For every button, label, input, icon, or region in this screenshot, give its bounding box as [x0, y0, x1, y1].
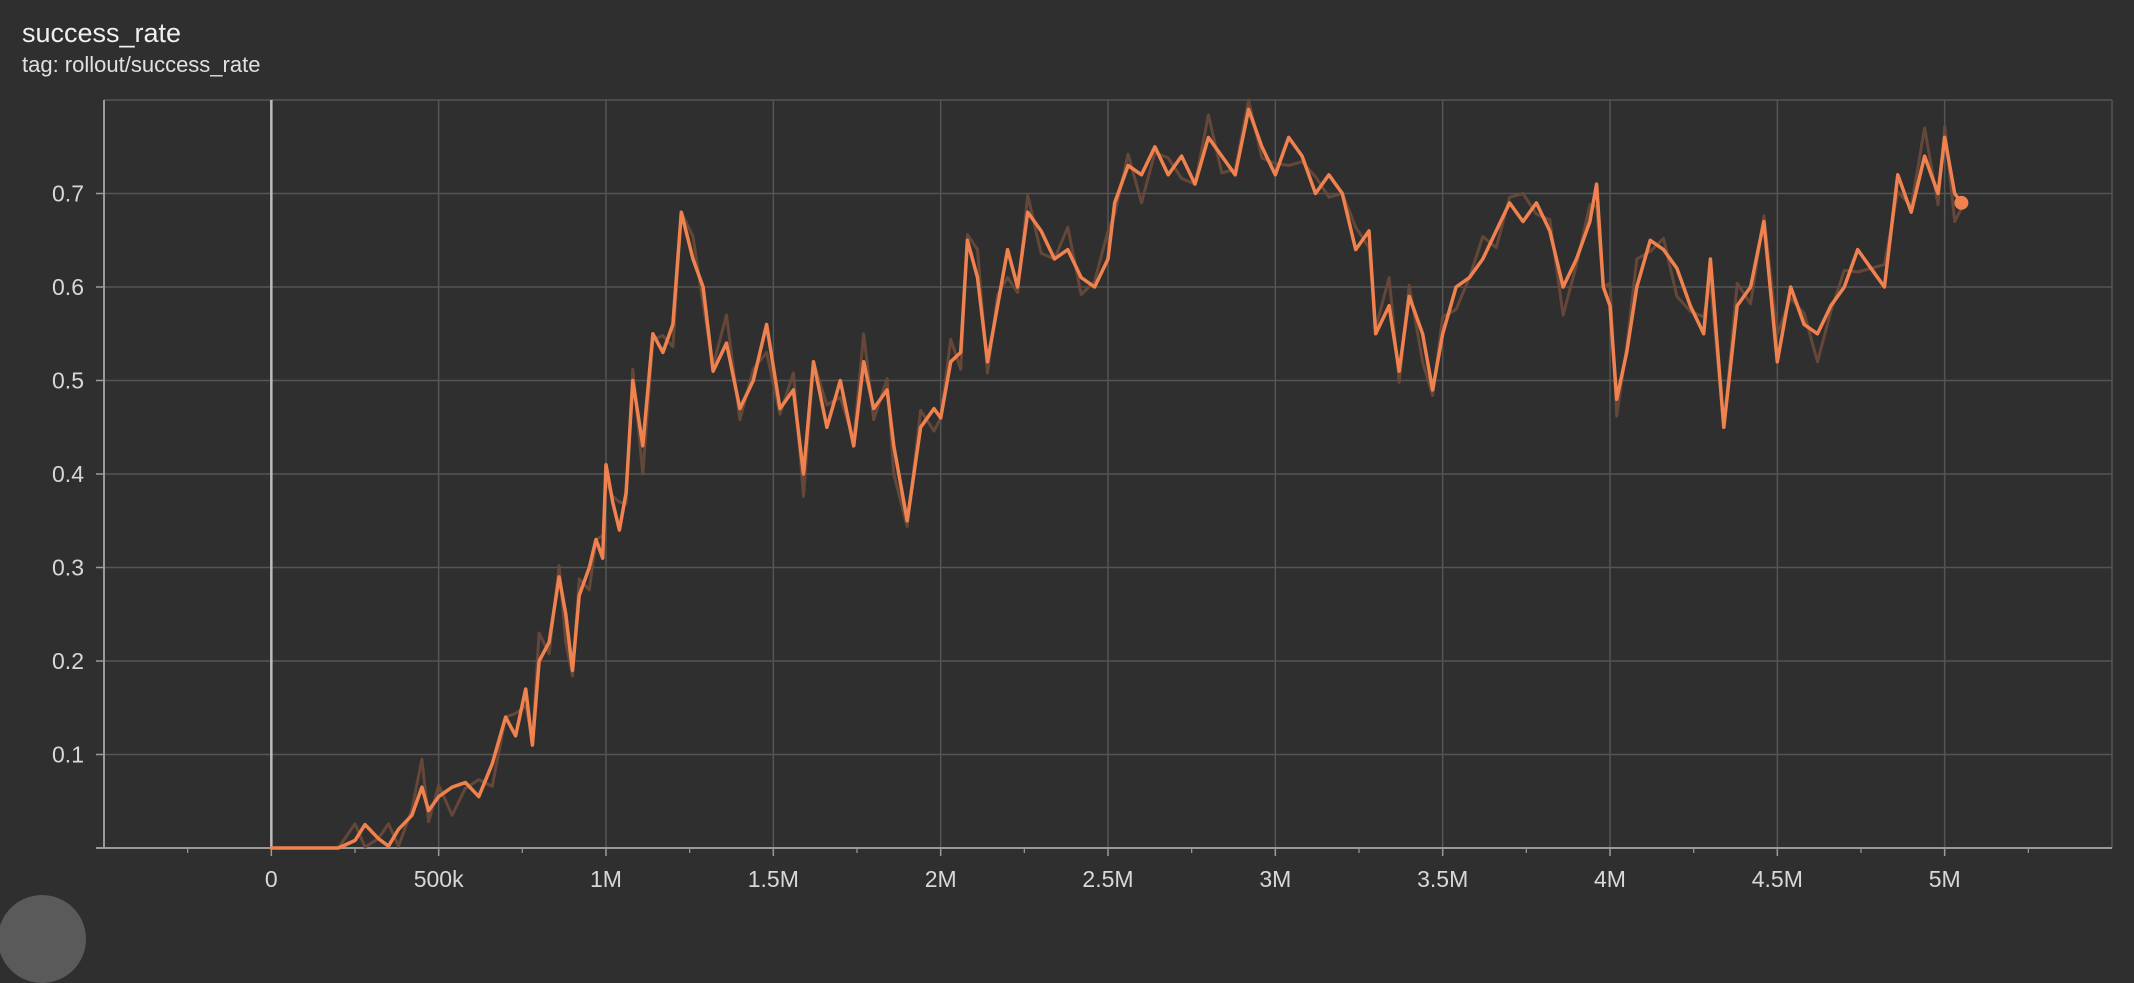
grid-lines — [104, 99, 2113, 848]
y-tick-label: 0.5 — [52, 368, 84, 394]
y-tick-label: 0.1 — [52, 742, 84, 768]
last-point-marker[interactable] — [1954, 195, 1969, 210]
y-tick-label: 0.6 — [52, 274, 84, 300]
x-tick-label: 3M — [1259, 866, 1291, 892]
x-tick-label: 500k — [414, 866, 464, 892]
x-tick-label: 5M — [1929, 866, 1961, 892]
x-tick-label: 3.5M — [1417, 866, 1468, 892]
chart-title: success_rate — [22, 18, 182, 48]
axes — [96, 100, 2112, 856]
chart-subtitle: tag: rollout/success_rate — [22, 52, 261, 77]
series-layer[interactable] — [269, 98, 1969, 850]
y-tick-label: 0.2 — [52, 648, 84, 674]
tick-labels: 0.1 0.2 0.3 0.4 0.5 0.6 0.7 0 500k 1M 1.5M 2M 2.5M 3M… — [52, 181, 1961, 893]
fit-domain-button[interactable] — [0, 895, 86, 983]
x-tick-label: 2.5M — [1082, 866, 1133, 892]
x-tick-label: 4M — [1594, 866, 1626, 892]
x-tick-label: 1.5M — [748, 866, 799, 892]
line-chart[interactable]: 0.1 0.2 0.3 0.4 0.5 0.6 0.7 0 500k 1M 1.5M 2M 2.5M 3M… — [0, 0, 2134, 912]
y-tick-label: 0.7 — [52, 181, 84, 207]
smoothed-series-line[interactable] — [269, 107, 1964, 850]
x-tick-label: 4.5M — [1752, 866, 1803, 892]
x-tick-label: 0 — [265, 866, 278, 892]
raw-series-line — [271, 98, 1963, 850]
x-tick-label: 2M — [925, 866, 957, 892]
x-tick-label: 1M — [590, 866, 622, 892]
y-tick-label: 0.4 — [52, 461, 84, 487]
y-tick-label: 0.3 — [52, 555, 84, 581]
